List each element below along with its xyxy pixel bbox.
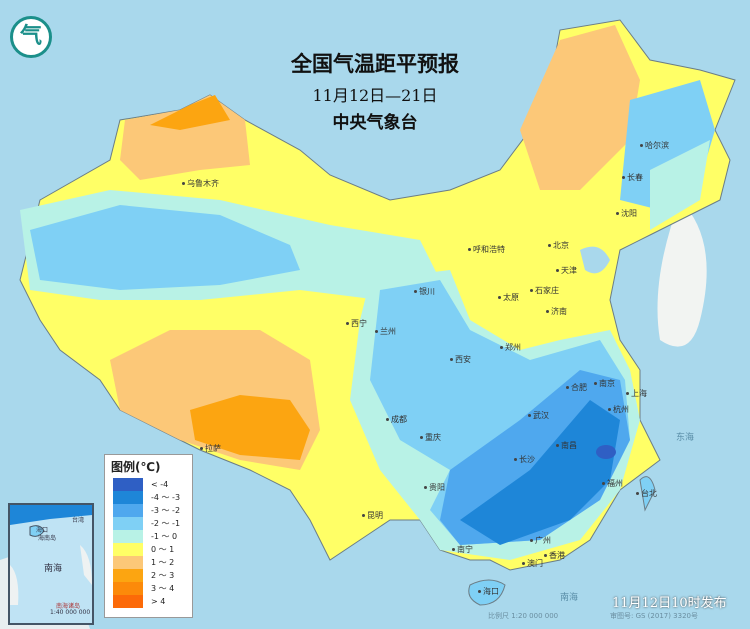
city-label: 台北 (636, 488, 657, 499)
city-label: 沈阳 (616, 208, 637, 219)
legend-swatch (113, 569, 143, 582)
legend-label: -4 ～ -3 (151, 493, 181, 502)
city-label: 西宁 (346, 318, 367, 329)
inset-taiwan: 台湾 (72, 517, 85, 524)
legend-label: -3 ～ -2 (151, 506, 181, 515)
legend-label: < -4 (151, 480, 169, 489)
legend-item: 3 ～ 4 (113, 582, 192, 595)
city-label: 杭州 (608, 404, 629, 415)
city-label: 郑州 (500, 342, 521, 353)
city-label: 贵阳 (424, 482, 445, 493)
legend-swatch (113, 556, 143, 569)
city-label: 合肥 (566, 382, 587, 393)
legend-item: -4 ～ -3 (113, 491, 192, 504)
city-label: 成都 (386, 414, 407, 425)
city-label: 西安 (450, 354, 471, 365)
city-label: 长沙 (514, 454, 535, 465)
legend-title: 图例(℃) (111, 460, 161, 474)
city-label: 武汉 (528, 410, 549, 421)
legend-label: 3 ～ 4 (151, 584, 175, 593)
legend-item: -3 ～ -2 (113, 504, 192, 517)
inset-label: 南海诸岛 (56, 603, 81, 610)
legend-label: 1 ～ 2 (151, 558, 175, 567)
city-label: 长春 (622, 172, 643, 183)
publish-time: 11月12日10时发布 (612, 596, 727, 611)
city-label: 广州 (530, 535, 551, 546)
inset-island: 海南岛 (38, 535, 57, 542)
city-label: 北京 (548, 240, 569, 251)
legend-item: < -4 (113, 478, 192, 491)
city-label: 香港 (544, 550, 565, 561)
legend-swatch (113, 530, 143, 543)
inset-scale: 1:40 000 000 (50, 609, 91, 616)
city-label: 昆明 (362, 510, 383, 521)
inset-city: 海口 (36, 527, 49, 534)
map-title: 全国气温距平预报 (291, 51, 459, 76)
legend-swatch (113, 517, 143, 530)
legend-label: -1 ～ 0 (151, 532, 178, 541)
city-label: 太原 (498, 292, 519, 303)
legend-swatch (113, 543, 143, 556)
legend-item: 2 ～ 3 (113, 569, 192, 582)
city-label: 银川 (414, 286, 435, 297)
legend-item: -1 ～ 0 (113, 530, 192, 543)
south-china-sea-inset: 海口 海南岛 台湾 南海 南海诸岛 1:40 000 000 (8, 503, 94, 625)
legend: 图例(℃) < -4 -4 ～ -3 -3 ～ -2 -2 ～ -1 -1 ～ 0 0 ～… (104, 454, 193, 618)
city-label: 海口 (478, 586, 499, 597)
map-scale: 比例尺 1:20 000 000 (488, 612, 559, 620)
city-label: 兰州 (375, 326, 396, 337)
city-label: 澳门 (522, 558, 543, 569)
inset-map (10, 505, 92, 605)
legend-label: -2 ～ -1 (151, 519, 181, 528)
legend-swatch (113, 582, 143, 595)
legend-label: 0 ～ 1 (151, 545, 175, 554)
map-issuer: 中央气象台 (332, 113, 418, 133)
legend-label: > 4 (151, 597, 166, 606)
cma-logo: 气 (10, 16, 52, 58)
legend-label: 2 ～ 3 (151, 571, 175, 580)
city-label: 乌鲁木齐 (182, 178, 219, 189)
city-label: 南宁 (452, 544, 473, 555)
legend-item: 0 ～ 1 (113, 543, 192, 556)
sea-label: 东海 (676, 433, 695, 443)
legend-swatch (113, 595, 143, 608)
logo-glyph: 气 (19, 24, 42, 49)
legend-item: > 4 (113, 595, 192, 608)
legend-swatch (113, 504, 143, 517)
legend-item: 1 ～ 2 (113, 556, 192, 569)
map-approval-number: 审图号: GS (2017) 3320号 (610, 612, 698, 620)
city-label: 南京 (594, 378, 615, 389)
sea-label: 南海 (560, 593, 579, 603)
legend-swatch (113, 478, 143, 491)
city-label: 石家庄 (530, 285, 559, 296)
legend-swatch (113, 491, 143, 504)
city-label: 济南 (546, 306, 567, 317)
map-period: 11月12日—21日 (312, 86, 438, 105)
city-label: 哈尔滨 (640, 140, 669, 151)
inset-sea: 南海 (44, 564, 63, 574)
city-label: 呼和浩特 (468, 244, 505, 255)
city-label: 上海 (626, 388, 647, 399)
city-label: 拉萨 (200, 443, 221, 454)
city-label: 福州 (602, 478, 623, 489)
legend-item: -2 ～ -1 (113, 517, 192, 530)
city-label: 南昌 (556, 440, 577, 451)
city-label: 重庆 (420, 432, 441, 443)
city-label: 天津 (556, 265, 577, 276)
